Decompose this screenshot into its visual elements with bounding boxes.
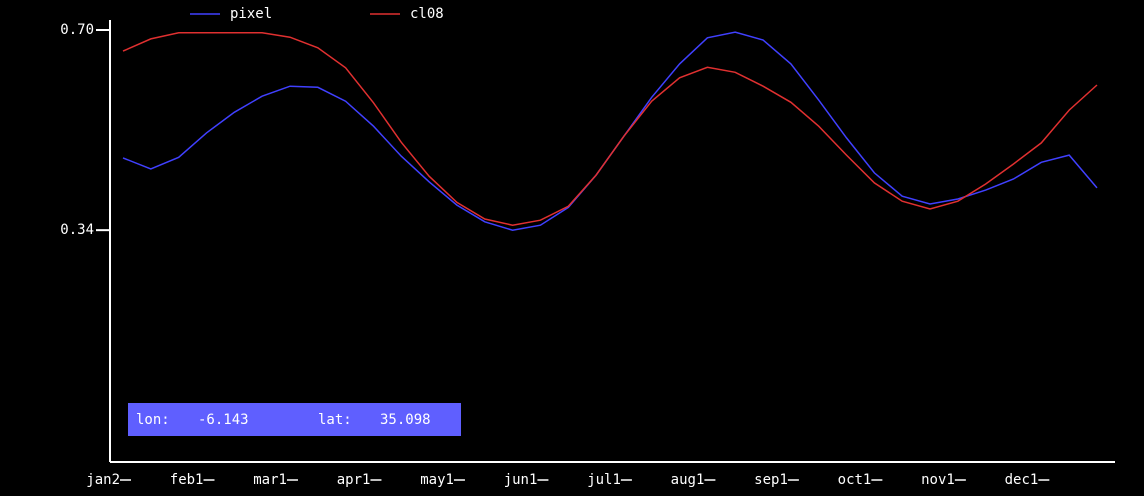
lat-value: 35.098	[380, 412, 431, 428]
lon-label: lon:	[136, 412, 170, 428]
x-tick-label: jun1	[504, 472, 538, 488]
x-tick-label: aug1	[671, 472, 705, 488]
legend-label: pixel	[230, 6, 272, 22]
x-tick-label: dec1	[1005, 472, 1039, 488]
y-tick-label: 0.70	[60, 22, 94, 38]
lon-value: -6.143	[198, 412, 249, 428]
x-tick-label: mar1	[253, 472, 287, 488]
x-tick-label: jan2	[86, 472, 120, 488]
x-tick-label: feb1	[170, 472, 204, 488]
y-tick-label: 0.34	[60, 222, 94, 238]
x-tick-label: nov1	[921, 472, 955, 488]
x-tick-label: jul1	[587, 472, 621, 488]
lat-label: lat:	[318, 412, 352, 428]
x-tick-label: may1	[420, 472, 454, 488]
series-line	[122, 32, 1098, 226]
info-box	[128, 403, 461, 436]
x-tick-label: sep1	[754, 472, 788, 488]
x-tick-label: apr1	[337, 472, 371, 488]
legend-label: cl08	[410, 6, 444, 22]
series-line	[122, 31, 1098, 231]
x-tick-label: oct1	[838, 472, 872, 488]
